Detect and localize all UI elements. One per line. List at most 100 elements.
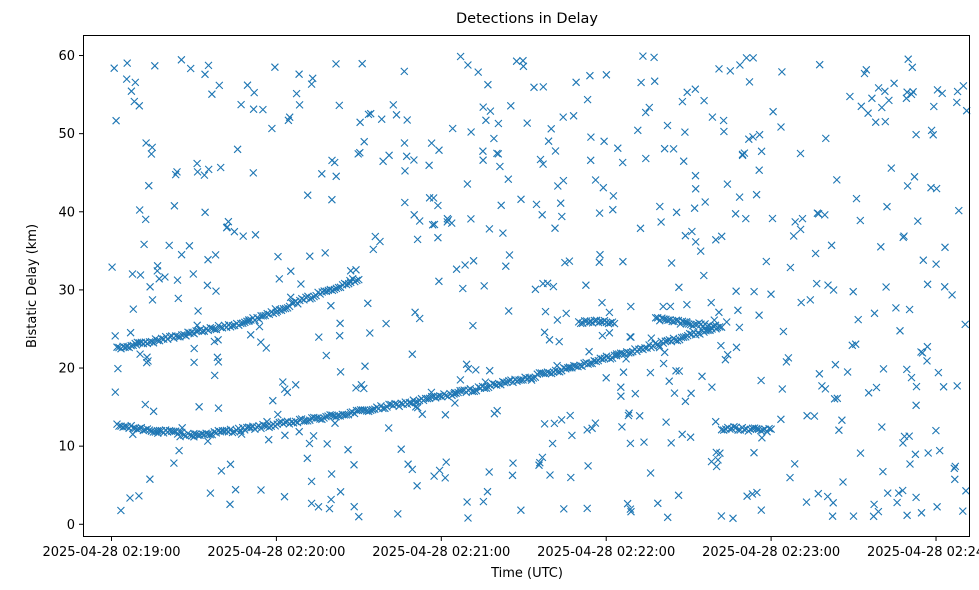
data-point [208, 90, 216, 99]
data-point [750, 287, 758, 296]
data-point [400, 139, 409, 147]
data-point [723, 180, 732, 188]
data-point [361, 362, 369, 371]
data-point [135, 206, 144, 214]
data-point [170, 459, 178, 467]
data-point [411, 402, 420, 411]
data-point [246, 330, 255, 339]
data-point [932, 426, 940, 435]
data-point [358, 59, 367, 68]
data-point [243, 81, 252, 90]
data-point [264, 435, 273, 444]
data-point [883, 489, 892, 497]
data-point [646, 368, 655, 377]
data-point [715, 323, 724, 331]
data-point [583, 426, 592, 434]
data-point [314, 333, 323, 341]
data-point [933, 502, 941, 511]
data-point [566, 411, 575, 420]
data-point [605, 308, 614, 317]
data-point [940, 282, 949, 291]
data-point [269, 309, 278, 318]
data-point [336, 368, 345, 376]
data-point [681, 128, 689, 136]
data-point [325, 504, 334, 513]
data-point [177, 55, 186, 64]
data-point [596, 250, 604, 259]
data-point [427, 388, 436, 397]
data-point [334, 283, 343, 292]
data-point [111, 388, 120, 396]
data-point [660, 144, 669, 153]
data-point [731, 209, 740, 218]
data-point [257, 424, 265, 433]
data-point [635, 411, 644, 420]
data-point [743, 492, 751, 501]
data-point [203, 281, 212, 290]
data-point [587, 133, 595, 141]
data-point [948, 291, 956, 299]
data-point [483, 487, 492, 496]
data-point [732, 343, 741, 352]
data-point [331, 419, 339, 428]
data-point [912, 382, 921, 391]
data-point [148, 143, 157, 152]
data-point [868, 94, 876, 103]
y-tick-label: 40 [58, 205, 75, 220]
data-point [114, 364, 122, 373]
data-point [259, 105, 267, 114]
data-point [126, 494, 134, 502]
data-point [517, 376, 525, 384]
data-point [924, 449, 933, 457]
data-point [146, 282, 154, 291]
data-point [213, 353, 222, 362]
data-point [900, 432, 909, 441]
data-point [673, 336, 682, 345]
data-point [885, 96, 893, 105]
data-point [613, 144, 622, 153]
x-tick-label: 2025-04-28 02:21:00 [372, 545, 510, 560]
data-point [696, 247, 705, 255]
data-point [135, 424, 144, 433]
data-point [245, 316, 253, 324]
data-point [708, 383, 716, 391]
data-point [139, 426, 148, 435]
data-point [911, 450, 920, 459]
data-point [691, 238, 700, 246]
data-point [843, 368, 852, 376]
data-point [672, 366, 680, 375]
data-point [712, 462, 721, 471]
data-point [230, 227, 239, 236]
data-point [249, 105, 258, 114]
data-point [588, 424, 596, 433]
data-point [509, 459, 517, 467]
data-point [479, 147, 487, 156]
data-point [887, 164, 896, 172]
data-point [923, 342, 932, 351]
data-point [284, 116, 293, 125]
data-point [740, 425, 749, 434]
data-point [463, 180, 472, 188]
data-point [226, 460, 235, 469]
data-point [251, 230, 260, 239]
x-tick-label: 2025-04-28 02:23:00 [702, 545, 840, 560]
data-point [802, 498, 811, 506]
data-point [568, 431, 576, 440]
data-point [519, 56, 527, 65]
data-point [741, 214, 750, 223]
data-point [798, 214, 807, 223]
data-point [342, 411, 351, 419]
data-point [173, 168, 181, 176]
data-point [112, 116, 120, 125]
data-point [496, 162, 504, 171]
data-point [912, 401, 920, 410]
data-point [681, 397, 690, 406]
data-point [734, 306, 742, 315]
data-point [639, 52, 647, 60]
data-point [129, 305, 138, 313]
data-point [815, 60, 824, 69]
data-point [482, 116, 490, 125]
data-point [194, 307, 202, 315]
data-point [431, 393, 440, 402]
data-point [506, 101, 515, 110]
